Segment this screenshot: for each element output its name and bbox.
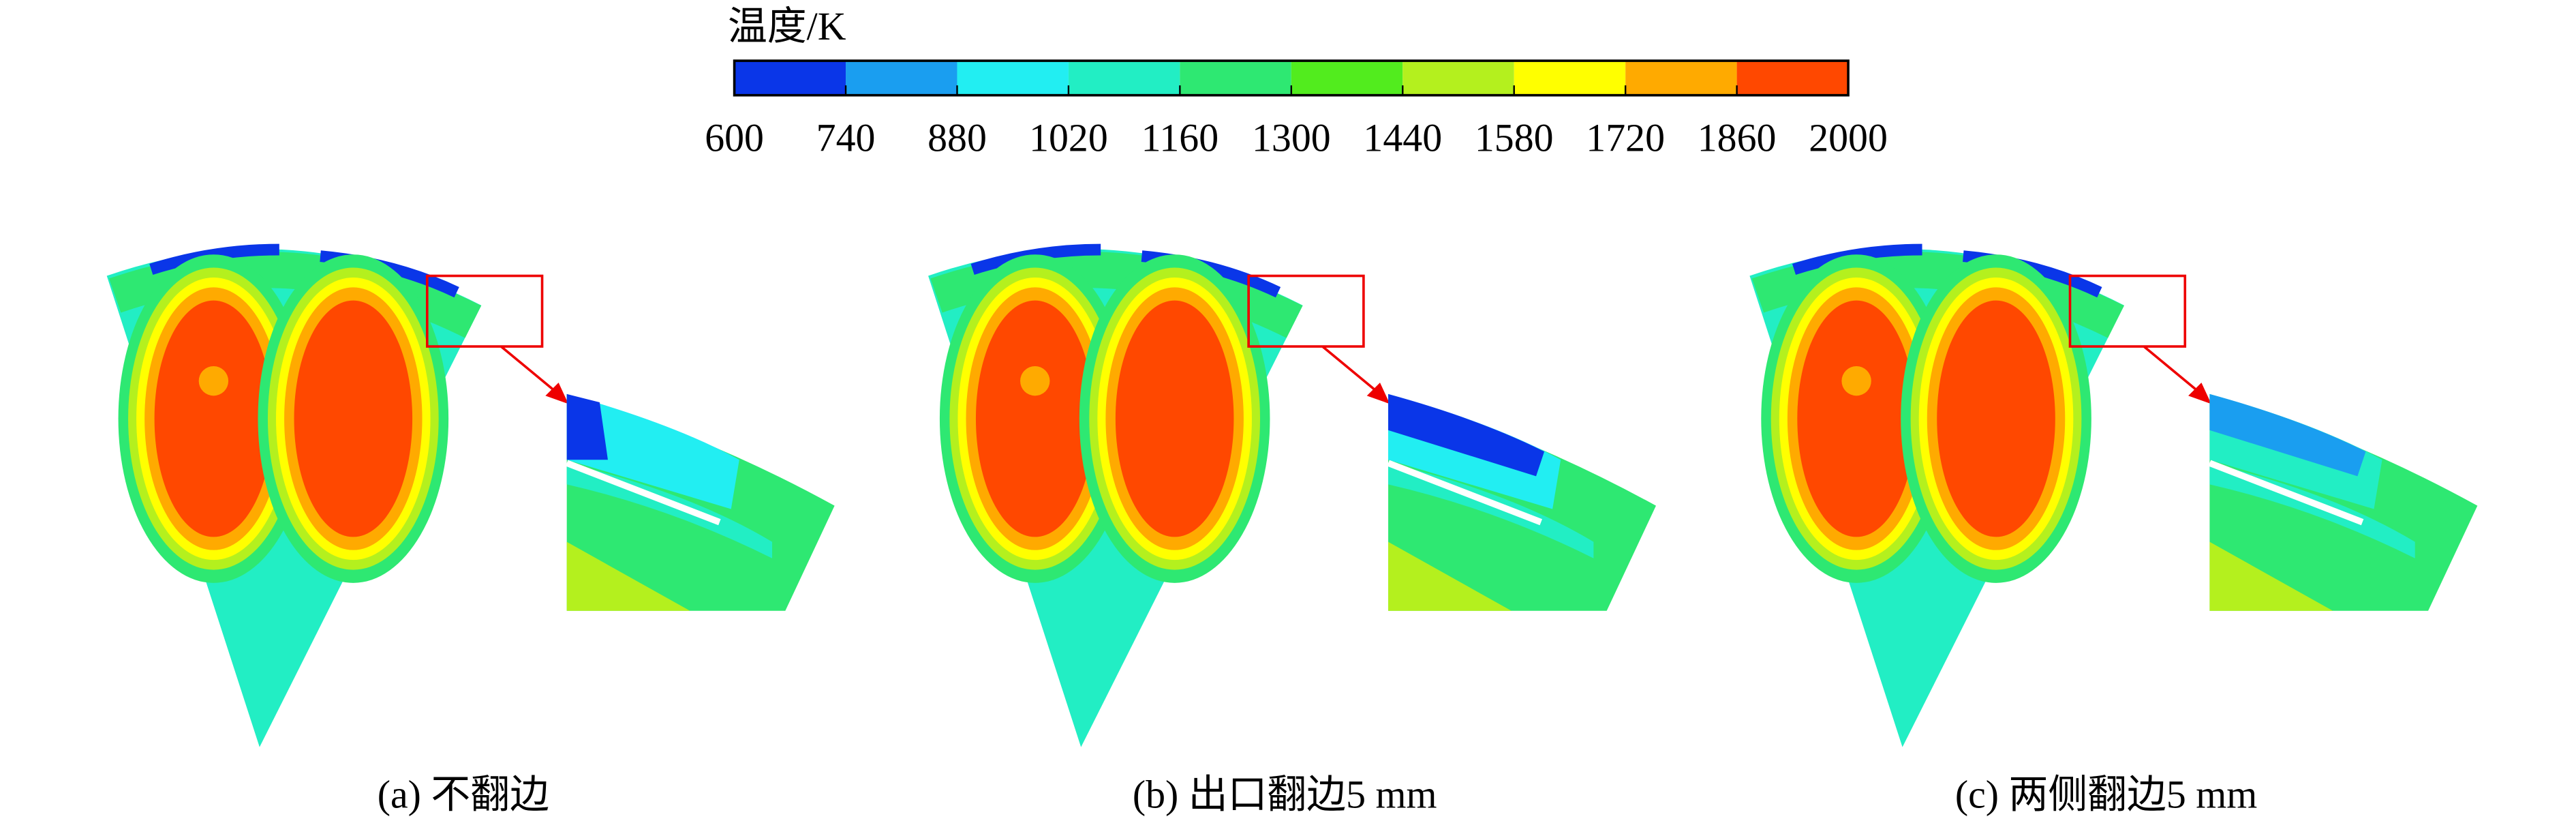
panel: (a) 不翻边 <box>106 243 835 817</box>
colorbar-tick-label: 1860 <box>1698 116 1777 160</box>
inset-warm <box>2209 541 2333 611</box>
zoom-arrow <box>500 345 559 395</box>
inset-cool <box>1388 463 1594 558</box>
inset-warm <box>1388 541 1512 611</box>
colorbar-tick-label: 1160 <box>1141 116 1219 160</box>
zoom-arrowhead <box>545 383 569 404</box>
zoom-box <box>425 274 544 348</box>
zoom-box <box>1247 274 1365 348</box>
inset-film-core <box>2209 393 2366 477</box>
colorbar-tick-label: 740 <box>816 116 876 160</box>
panel-caption: (b) 出口翻边5 mm <box>1133 773 1437 817</box>
colorbar-tick-label: 880 <box>927 116 987 160</box>
inset <box>1387 393 1656 611</box>
hot-zone <box>294 300 413 537</box>
inset-slot <box>1387 460 1542 526</box>
panel-caption: (a) 不翻边 <box>378 773 549 817</box>
colorbar-tick-label: 1020 <box>1029 116 1108 160</box>
panel: (c) 两侧翻边5 mm <box>1749 243 2478 817</box>
colorbar-band <box>1625 61 1737 95</box>
panels: (a) 不翻边 (b) 出口翻边5 mm (c) 两侧翻边5 mm <box>106 243 2478 817</box>
colorbar: 600 740 880 1020 1160 1300 1440 1580 1720 1860 200… <box>705 59 1888 160</box>
inset-cool <box>566 463 773 558</box>
hot-zone <box>975 300 1094 537</box>
cooling-slot <box>1792 243 1922 275</box>
colorbar-band <box>1514 61 1626 95</box>
colorbar-band <box>1736 61 1849 95</box>
inset <box>2208 393 2478 611</box>
hot-zone <box>154 300 273 537</box>
colorbar-band <box>957 61 1069 95</box>
inset-slot <box>2208 460 2364 526</box>
inset-warm <box>566 541 690 611</box>
colorbar-tick-label: 2000 <box>1809 116 1888 160</box>
hot-zone <box>1115 300 1234 537</box>
inset-film <box>566 393 739 509</box>
zoom-arrowhead <box>2188 383 2211 404</box>
colorbar-band <box>1180 61 1291 95</box>
inset-film-core <box>1388 393 1545 477</box>
hot-zone <box>1797 300 1916 537</box>
colorbar-tick-label: 1720 <box>1586 116 1665 160</box>
colorbar-tick-label: 1300 <box>1252 116 1331 160</box>
zoom-arrowhead <box>1366 383 1390 404</box>
colorbar-tick-label: 1440 <box>1363 116 1442 160</box>
colorbar-band <box>1068 61 1180 95</box>
zoom-arrow <box>2143 345 2203 395</box>
colorbar-title: 温度/K <box>728 4 846 48</box>
colorbar-tick-label: 1580 <box>1475 116 1554 160</box>
colorbar-band <box>1291 61 1403 95</box>
hot-spot <box>1020 365 1050 396</box>
hot-spot <box>1841 365 1871 396</box>
cooling-slot <box>970 243 1101 275</box>
inset-slot <box>565 460 721 526</box>
zoom-box <box>2068 274 2187 348</box>
inset-cool <box>2209 463 2415 558</box>
hot-zone <box>1937 300 2055 537</box>
colorbar-tick-label: 600 <box>705 116 764 160</box>
colorbar-band <box>846 61 957 95</box>
colorbar-band <box>734 61 846 95</box>
cooling-slot <box>149 243 279 275</box>
panel-caption: (c) 两侧翻边5 mm <box>1955 773 2257 817</box>
colorbar-band <box>1402 61 1514 95</box>
panel: (b) 出口翻边5 mm <box>928 243 1656 817</box>
zoom-arrow <box>1321 345 1381 395</box>
inset-film-core <box>566 393 608 460</box>
inset <box>565 393 835 611</box>
hot-spot <box>198 365 229 396</box>
